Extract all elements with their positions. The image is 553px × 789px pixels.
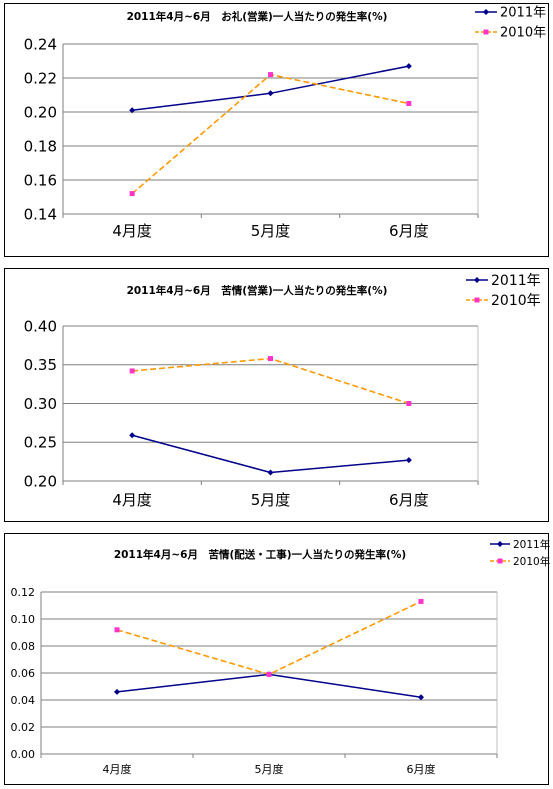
- y-tick-label: 0.25: [24, 434, 57, 452]
- data-point-marker: [114, 627, 120, 633]
- y-tick-label: 0.35: [24, 356, 57, 374]
- legend-label: 2011年: [500, 6, 546, 21]
- data-point-marker: [129, 368, 135, 374]
- y-tick-label: 0.12: [11, 586, 36, 599]
- series-line-2: [116, 600, 422, 676]
- legend-label: 2011年: [513, 538, 550, 551]
- legend-marker: [474, 297, 480, 303]
- legend-marker: [497, 541, 503, 547]
- y-tick-label: 0.20: [24, 103, 57, 121]
- y-tick-label: 0.22: [24, 69, 57, 87]
- legend-marker: [483, 9, 489, 15]
- data-point-marker: [268, 356, 273, 362]
- data-point-marker: [268, 72, 273, 78]
- y-tick-label: 0.20: [24, 472, 57, 490]
- x-tick-label: 5月度: [251, 491, 291, 509]
- y-tick-label: 0.10: [11, 613, 36, 626]
- chart-panel-1: 2011年4月~6月 お礼(営業)一人当たりの発生率(%) 0.14 0.16 0.1…: [4, 3, 549, 257]
- chart-2-svg: 2011年4月~6月 苦情(営業)一人当たりの発生率(%) 0.20 0.25 0.3…: [24, 273, 541, 509]
- data-point-marker: [405, 63, 412, 70]
- y-tick-label: 0.30: [24, 395, 57, 413]
- data-point-marker: [129, 191, 135, 197]
- chart-panel-2: 2011年4月~6月 苦情(営業)一人当たりの発生率(%) 0.20 0.25 0.3…: [4, 268, 549, 522]
- y-tick-label: 0.16: [24, 171, 57, 189]
- y-tick-label: 0.14: [24, 205, 57, 223]
- y-tick-label: 0.24: [24, 35, 57, 53]
- y-tick-label: 0.06: [11, 667, 36, 680]
- x-tick-label: 4月度: [103, 762, 132, 776]
- y-tick-label: 0.40: [24, 317, 57, 335]
- y-tick-label: 0.00: [11, 748, 36, 761]
- data-point-marker: [266, 671, 272, 677]
- data-point-marker: [406, 401, 412, 406]
- x-tick-label: 6月度: [389, 491, 429, 509]
- data-point-marker: [418, 694, 424, 701]
- legend-marker: [483, 29, 489, 35]
- chart-3-svg: 2011年4月~6月 苦情(配送・工事)一人当たりの発生率(%) 0.00 0.02…: [11, 538, 551, 776]
- y-tick-label: 0.18: [24, 137, 57, 155]
- chart-panel-3: 2011年4月~6月 苦情(配送・工事)一人当たりの発生率(%) 0.00 0.02…: [4, 533, 551, 785]
- x-tick-label: 4月度: [112, 491, 152, 509]
- x-tick-label: 5月度: [255, 762, 284, 776]
- y-tick-label: 0.04: [11, 694, 36, 707]
- series-line-1: [131, 434, 409, 474]
- legend-label: 2010年: [491, 293, 541, 309]
- data-point-marker: [267, 90, 274, 97]
- x-tick-label: 5月度: [251, 222, 291, 240]
- series-line-2: [132, 357, 410, 405]
- data-point-marker: [406, 101, 412, 106]
- chart-1-svg: 2011年4月~6月 お礼(営業)一人当たりの発生率(%) 0.14 0.16 0.1…: [24, 6, 547, 240]
- chart-title: 2011年4月~6月 お礼(営業)一人当たりの発生率(%): [127, 10, 388, 23]
- legend-label: 2010年: [513, 555, 550, 568]
- legend-marker: [474, 277, 480, 283]
- y-tick-label: 0.08: [11, 640, 36, 653]
- x-tick-label: 6月度: [389, 222, 429, 240]
- chart-title: 2011年4月~6月 苦情(営業)一人当たりの発生率(%): [127, 284, 388, 297]
- data-point-marker: [114, 688, 120, 695]
- data-point-marker: [129, 107, 136, 114]
- data-point-marker: [405, 457, 412, 464]
- x-tick-label: 6月度: [407, 762, 436, 776]
- legend-label: 2010年: [500, 26, 546, 41]
- legend-label: 2011年: [491, 273, 541, 289]
- data-point-marker: [267, 469, 274, 476]
- chart-title: 2011年4月~6月 苦情(配送・工事)一人当たりの発生率(%): [114, 548, 406, 561]
- x-tick-label: 4月度: [112, 222, 152, 240]
- legend-marker: [497, 558, 503, 564]
- data-point-marker: [418, 598, 424, 604]
- series-line-1: [116, 673, 422, 699]
- y-tick-label: 0.02: [11, 721, 36, 734]
- data-point-marker: [129, 432, 136, 439]
